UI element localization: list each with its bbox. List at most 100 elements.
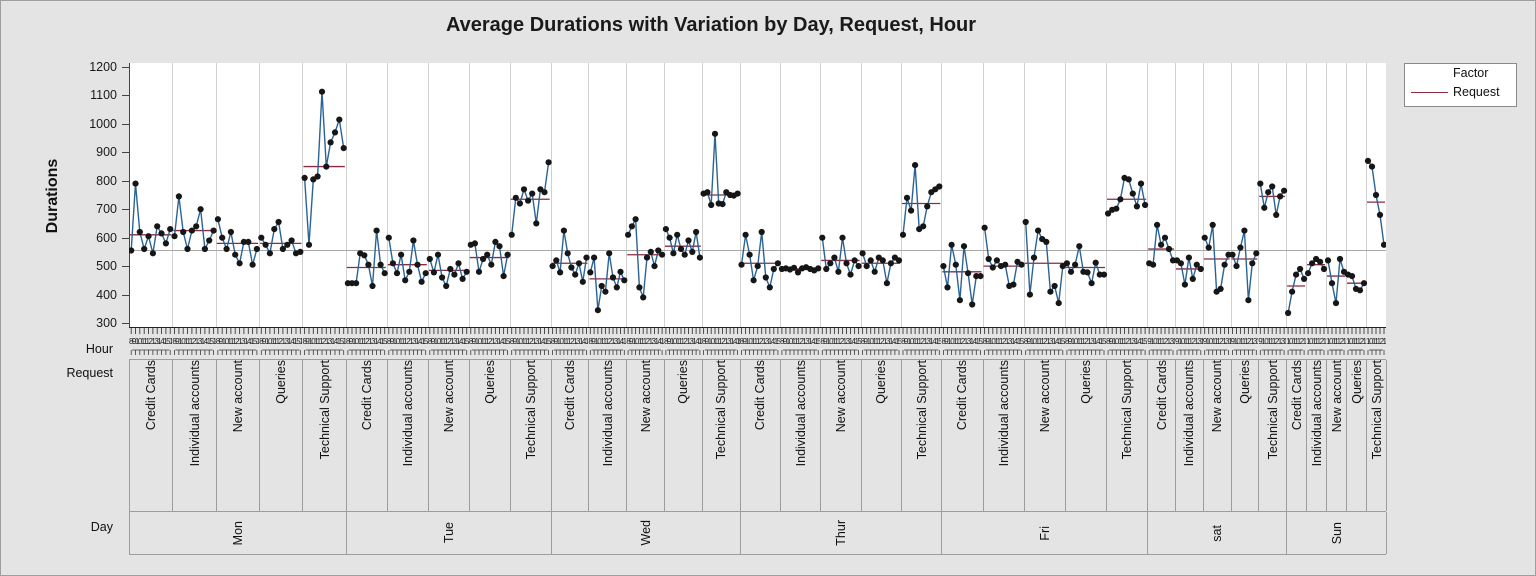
data-point [1154, 221, 1161, 228]
data-point [1063, 260, 1070, 267]
series-line [130, 183, 171, 254]
hour-tick-labels: 1011121314 [1306, 337, 1326, 346]
request-cell: Technical Support [303, 360, 347, 511]
data-point [525, 197, 532, 204]
data-point [1035, 227, 1042, 234]
data-point [305, 241, 313, 248]
data-point [685, 237, 692, 244]
request-cell: New account [627, 360, 665, 511]
data-point [1051, 282, 1058, 290]
data-point [422, 270, 429, 277]
data-point [711, 130, 719, 137]
data-point [1002, 261, 1009, 268]
data-point [1205, 244, 1212, 251]
hour-tick-labels: 891011121314151617 [588, 337, 626, 346]
series-line [1025, 221, 1064, 304]
data-point [1150, 261, 1157, 268]
data-point [406, 268, 413, 275]
data-point [659, 251, 666, 258]
hour-tick-labels: 891011121314151617 [900, 337, 942, 346]
data-point [1201, 234, 1208, 241]
data-point [455, 260, 462, 267]
y-tick-label: 500 [96, 259, 117, 274]
data-point [625, 231, 632, 238]
data-point [1265, 189, 1272, 196]
data-point [944, 284, 951, 291]
data-point [1125, 176, 1132, 183]
data-point [1043, 238, 1050, 245]
data-point [587, 269, 594, 276]
data-point [847, 271, 854, 278]
data-point [381, 270, 388, 277]
request-cell: Credit Cards [1148, 360, 1176, 511]
request-cell: New account [429, 360, 470, 511]
data-point [184, 245, 191, 253]
data-point [314, 173, 321, 180]
request-cell: Technical Support [1367, 360, 1387, 511]
data-point [1185, 254, 1192, 261]
data-point [1309, 260, 1316, 267]
data-point [831, 254, 838, 261]
data-point [704, 189, 711, 196]
data-point [1301, 275, 1308, 282]
request-cell: Individual accounts [1176, 360, 1204, 511]
data-point [480, 255, 487, 263]
request-cell: Credit Cards [741, 360, 781, 511]
data-point [670, 250, 677, 257]
data-point [647, 248, 654, 255]
y-tick-mark [122, 237, 129, 239]
data-point [859, 250, 866, 257]
data-point [609, 274, 617, 281]
day-axis-header: Day [90, 520, 113, 534]
data-point [887, 260, 895, 267]
data-point [1026, 291, 1033, 298]
data-point [365, 261, 372, 268]
data-point [827, 260, 834, 267]
data-point [353, 280, 360, 287]
data-point [766, 284, 773, 291]
data-point [516, 200, 523, 207]
data-point [643, 254, 651, 261]
data-point [839, 234, 846, 241]
data-point [738, 261, 745, 268]
data-point [1133, 203, 1140, 210]
data-point [557, 269, 564, 276]
series-line [589, 253, 625, 311]
y-tick-mark [122, 67, 129, 68]
data-point [373, 227, 380, 234]
request-label: New account [1210, 360, 1225, 433]
data-point [266, 250, 273, 257]
hour-tick-labels: 891011121314151617 [739, 337, 780, 346]
data-point [136, 228, 143, 236]
data-point [288, 237, 295, 244]
data-point [193, 223, 200, 230]
data-point [1324, 257, 1332, 264]
data-point [1197, 265, 1204, 273]
data-point [1209, 221, 1216, 228]
data-point [402, 277, 409, 284]
data-point [1161, 234, 1169, 241]
data-point [762, 274, 769, 281]
day-axis: Mon Tue Wed Thur Fri sat Sun [129, 512, 1387, 555]
data-point [301, 174, 308, 181]
data-point [903, 194, 911, 201]
data-point [969, 301, 976, 308]
data-point [936, 183, 943, 190]
request-cell: Individual accounts [589, 360, 628, 511]
data-point [815, 265, 822, 272]
hour-tick-labels: 891011121314151617 [1106, 337, 1147, 346]
y-tick-label: 1000 [89, 116, 117, 131]
data-point [742, 231, 749, 238]
data-point [1047, 288, 1054, 295]
data-point [1372, 191, 1380, 199]
request-cell: Queries [470, 360, 511, 511]
request-cell: Credit Cards [347, 360, 388, 511]
data-point [275, 218, 282, 226]
data-point [1336, 255, 1344, 263]
data-point [1249, 260, 1256, 267]
request-label: Queries [874, 360, 889, 404]
request-label: New account [833, 360, 848, 433]
request-label: Individual accounts [793, 360, 808, 467]
request-cell: New account [1204, 360, 1232, 511]
